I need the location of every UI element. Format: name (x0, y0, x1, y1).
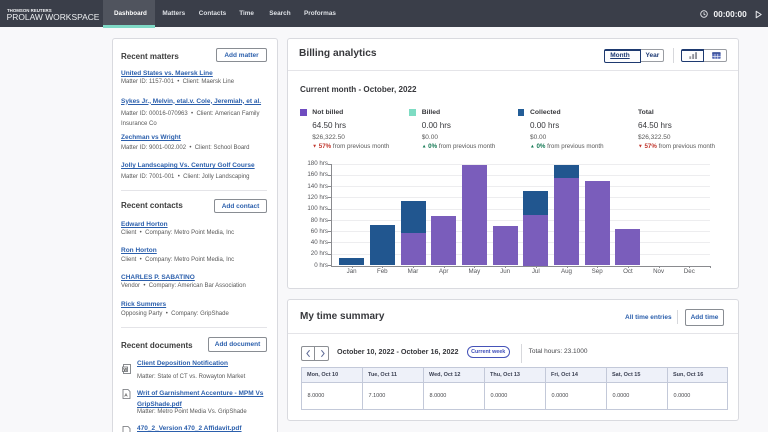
svg-text:A: A (124, 393, 128, 399)
svg-text:W: W (123, 366, 127, 371)
